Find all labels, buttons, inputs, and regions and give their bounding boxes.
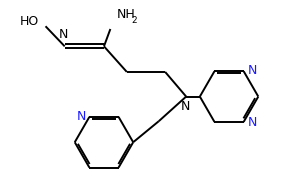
Text: N: N (76, 109, 86, 123)
Text: 2: 2 (131, 16, 137, 25)
Text: N: N (247, 64, 257, 77)
Text: N: N (181, 100, 190, 113)
Text: HO: HO (19, 15, 39, 28)
Text: N: N (247, 116, 257, 129)
Text: N: N (59, 28, 69, 41)
Text: NH: NH (117, 8, 135, 21)
